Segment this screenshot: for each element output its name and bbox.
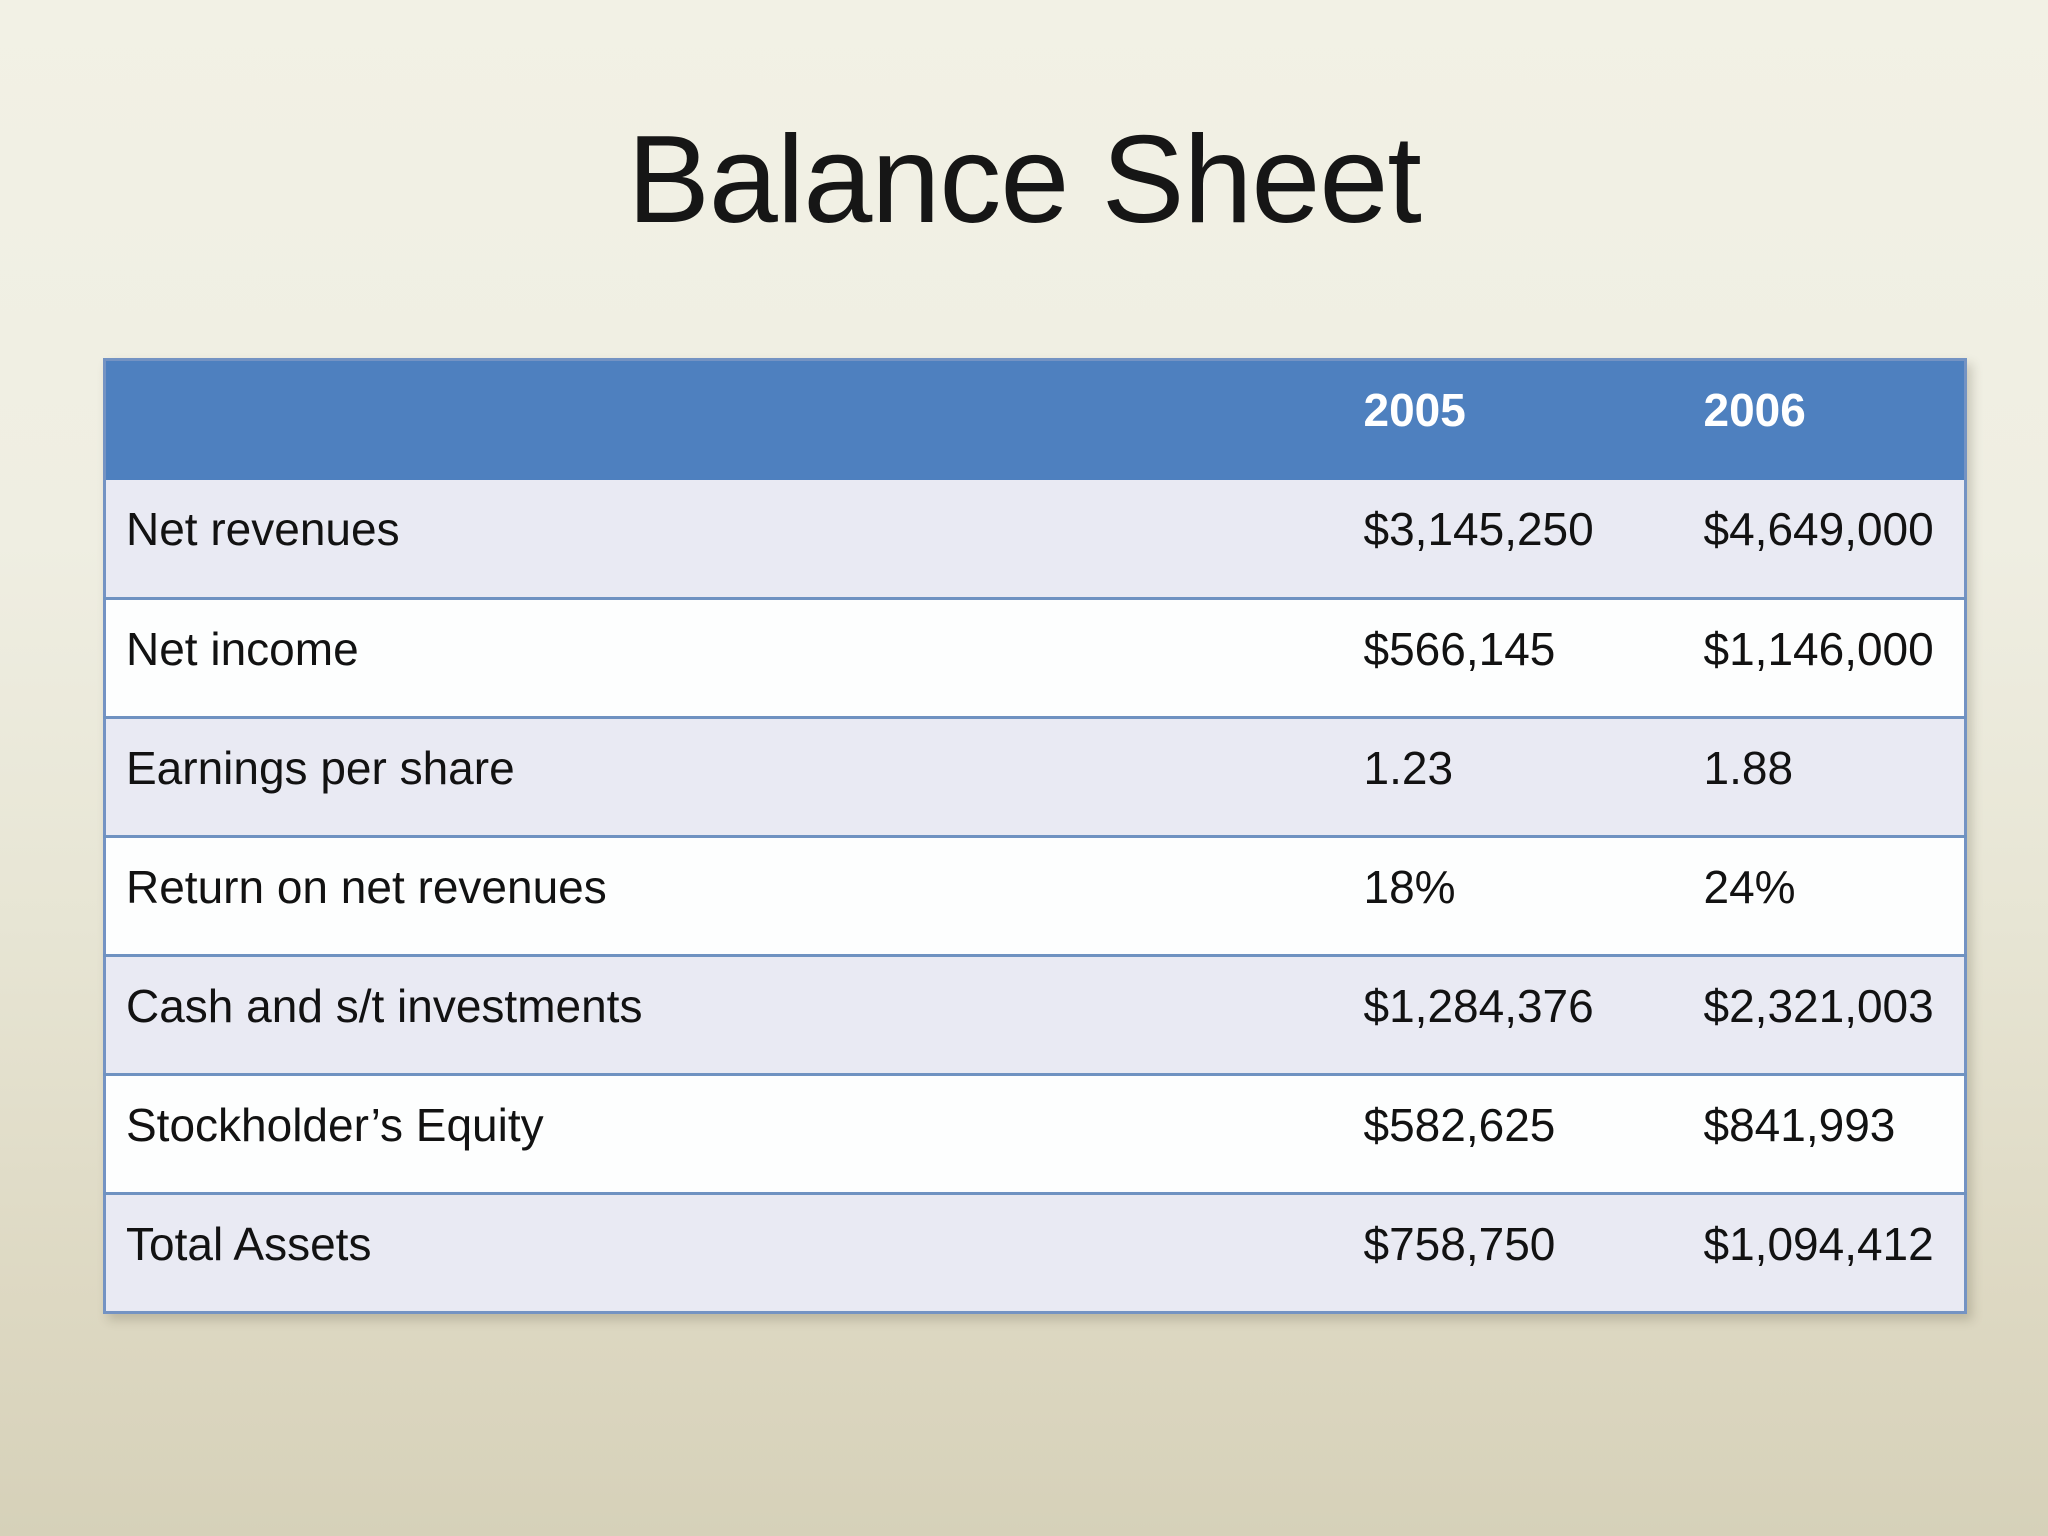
row-label: Earnings per share	[126, 742, 515, 794]
table-row: Total Assets $758,750 $1,094,412	[104, 1193, 1966, 1313]
row-label: Stockholder’s Equity	[126, 1099, 544, 1151]
value-2006: 24%	[1703, 861, 1796, 913]
slide-title: Balance Sheet	[627, 111, 1422, 249]
row-label: Return on net revenues	[126, 861, 607, 913]
value-2005: 1.23	[1363, 742, 1454, 794]
value-2005: $1,284,376	[1363, 980, 1594, 1032]
table-header-row: 2005 2006	[104, 359, 1966, 480]
value-2005: $566,145	[1363, 623, 1556, 675]
value-2005: $758,750	[1363, 1218, 1556, 1270]
table-row: Return on net revenues 18% 24%	[104, 836, 1966, 956]
value-2006: 1.88	[1703, 742, 1794, 794]
table-header-2005: 2005	[1343, 359, 1684, 480]
table-header-empty	[104, 359, 1344, 480]
row-label: Net income	[126, 623, 359, 675]
row-label: Total Assets	[126, 1218, 372, 1270]
table-header-2006: 2006	[1683, 359, 1966, 480]
table-row: Net income $566,145 $1,146,000	[104, 598, 1966, 718]
table-body: Net revenues $3,145,250 $4,649,000 Net i…	[104, 479, 1966, 1313]
row-label: Net revenues	[126, 502, 400, 555]
value-2006: $4,649,000	[1703, 502, 1934, 555]
value-2006: $2,321,003	[1703, 980, 1934, 1032]
value-2006: $1,146,000	[1703, 623, 1934, 675]
value-2005: $582,625	[1363, 1099, 1556, 1151]
table-row: Net revenues $3,145,250 $4,649,000	[104, 479, 1966, 599]
table-row: Earnings per share 1.23 1.88	[104, 717, 1966, 837]
balance-sheet-table: 2005 2006 Net revenues $3,145,250 $4,649…	[103, 358, 1967, 1314]
table-row: Cash and s/t investments $1,284,376 $2,3…	[104, 955, 1966, 1075]
value-2006: $1,094,412	[1703, 1218, 1934, 1270]
row-label: Cash and s/t investments	[126, 980, 643, 1032]
value-2006: $841,993	[1703, 1099, 1896, 1151]
value-2005: $3,145,250	[1363, 502, 1594, 555]
table-row: Stockholder’s Equity $582,625 $841,993	[104, 1074, 1966, 1194]
value-2005: 18%	[1363, 861, 1456, 913]
table-header-row: 2005 2006	[104, 359, 1966, 480]
